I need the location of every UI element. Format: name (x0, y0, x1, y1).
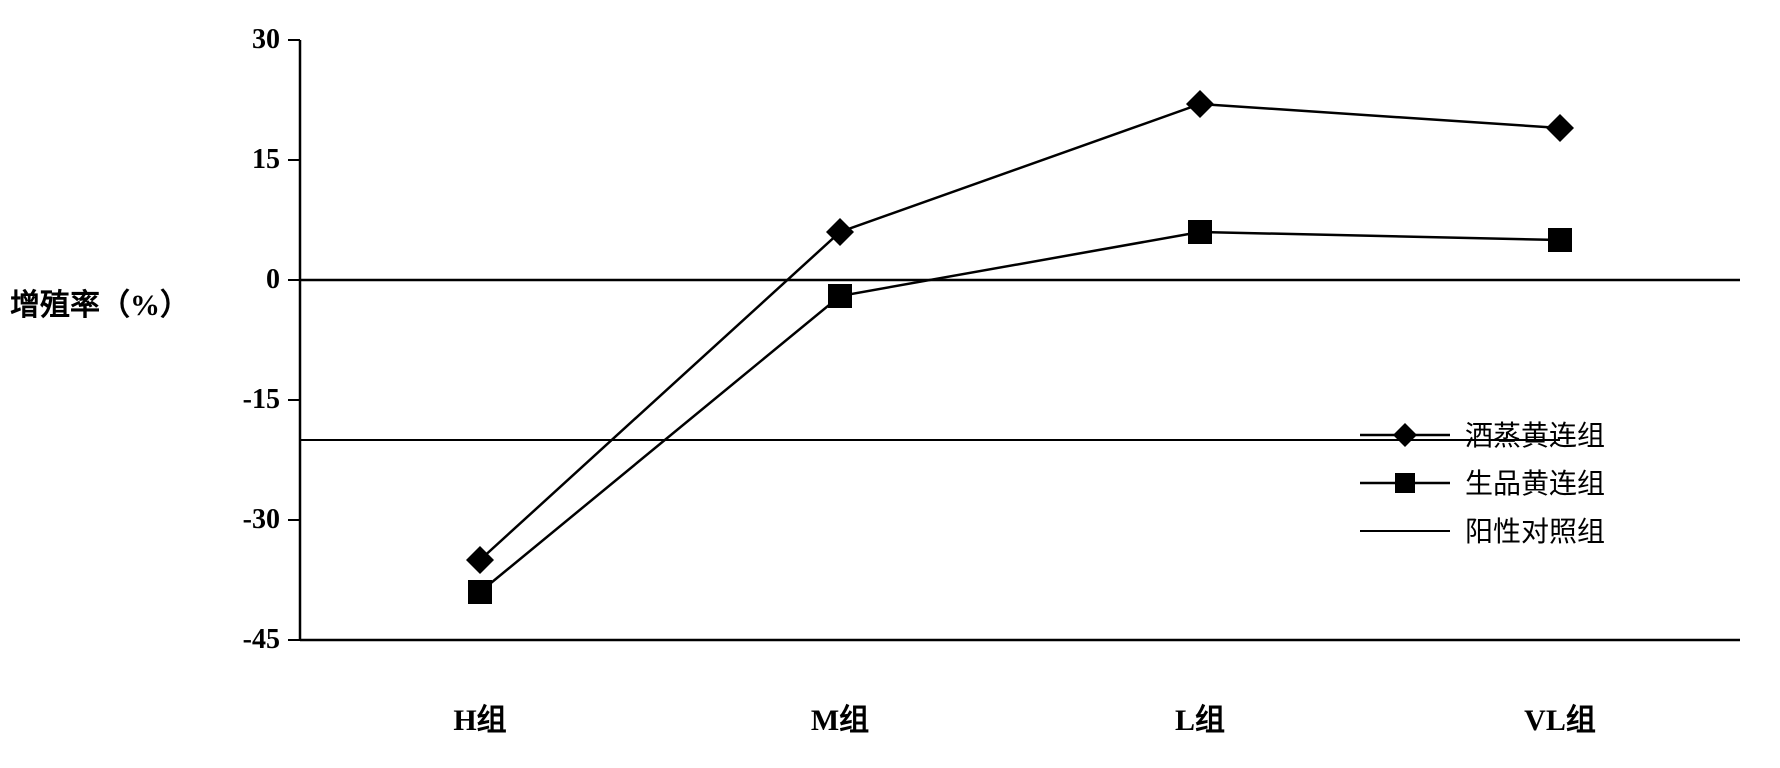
x-tick-label: VL组 (1480, 695, 1640, 739)
y-tick-label: 0 (190, 264, 280, 296)
y-tick-label: -15 (190, 384, 280, 416)
y-tick-label: 15 (190, 144, 280, 176)
legend-item-0: 酒蒸黄连组 (1465, 420, 1605, 452)
y-tick-label: 30 (190, 24, 280, 56)
legend-item-2: 阳性对照组 (1465, 516, 1605, 548)
y-axis-title: 增殖率（%） (10, 280, 190, 324)
x-tick-label: M组 (760, 695, 920, 739)
x-tick-label: L组 (1120, 695, 1280, 739)
y-tick-label: -45 (190, 624, 280, 656)
legend-item-1: 生品黄连组 (1465, 468, 1605, 500)
x-tick-label: H组 (400, 695, 560, 739)
y-tick-label: -30 (190, 504, 280, 536)
chart-container: 酒蒸黄连组生品黄连组阳性对照组 增殖率（%） -45 -30 -15 0 15 30 H组 M… (0, 0, 1780, 768)
